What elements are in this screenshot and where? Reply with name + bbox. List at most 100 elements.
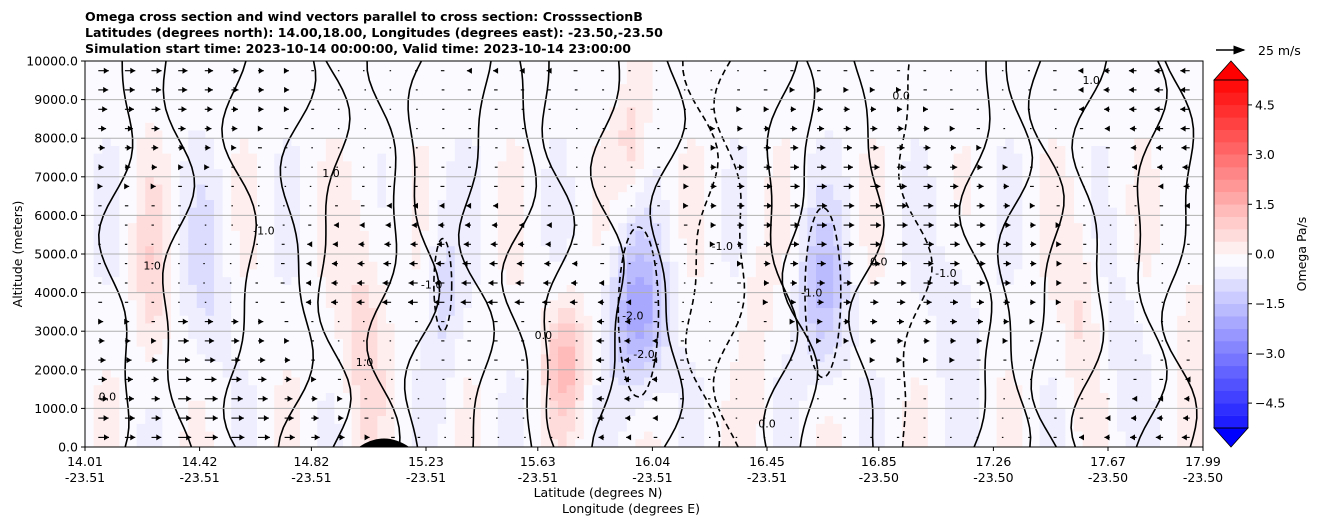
omega-cell bbox=[867, 84, 877, 93]
omega-cell bbox=[248, 169, 258, 178]
omega-cell bbox=[334, 346, 344, 355]
omega-cell bbox=[730, 169, 739, 178]
omega-cell bbox=[463, 431, 473, 440]
omega-cell bbox=[420, 61, 430, 70]
omega-cell bbox=[790, 362, 800, 371]
omega-cell bbox=[558, 277, 567, 286]
omega-cell bbox=[927, 431, 937, 440]
omega-cell bbox=[592, 261, 602, 270]
omega-cell bbox=[179, 161, 189, 170]
omega-cell bbox=[85, 99, 94, 108]
omega-cell bbox=[153, 331, 163, 340]
omega-cell bbox=[222, 246, 232, 255]
omega-cell bbox=[153, 323, 163, 332]
omega-cell bbox=[136, 346, 146, 355]
omega-cell bbox=[239, 145, 249, 155]
omega-cell bbox=[102, 169, 112, 178]
omega-cell bbox=[635, 169, 645, 178]
omega-cell bbox=[902, 223, 911, 232]
omega-cell bbox=[841, 192, 851, 201]
omega-cell bbox=[540, 199, 550, 209]
omega-cell bbox=[678, 230, 688, 239]
omega-cell bbox=[738, 238, 748, 247]
omega-cell bbox=[850, 199, 860, 209]
omega-cell bbox=[773, 84, 782, 93]
omega-cell bbox=[394, 68, 404, 77]
omega-cell bbox=[816, 369, 825, 378]
omega-cell bbox=[325, 323, 335, 332]
omega-cell bbox=[171, 369, 180, 378]
omega-cell bbox=[420, 284, 430, 293]
omega-cell bbox=[153, 354, 163, 363]
omega-cell bbox=[403, 122, 413, 131]
omega-cell bbox=[162, 68, 172, 77]
omega-cell bbox=[927, 284, 937, 293]
omega-cell bbox=[360, 408, 370, 417]
omega-cell bbox=[274, 331, 284, 340]
omega-cell bbox=[704, 431, 714, 440]
omega-cell bbox=[558, 145, 567, 155]
omega-cell bbox=[781, 223, 791, 232]
omega-cell bbox=[910, 76, 920, 85]
omega-cell bbox=[583, 99, 593, 108]
omega-cell bbox=[583, 238, 593, 247]
omega-cell bbox=[102, 184, 112, 193]
omega-cell bbox=[575, 354, 585, 363]
omega-cell bbox=[437, 84, 447, 93]
omega-cell bbox=[549, 369, 559, 378]
omega-cell bbox=[618, 323, 628, 332]
omega-cell bbox=[325, 400, 335, 409]
omega-cell bbox=[188, 199, 198, 209]
omega-cell bbox=[136, 145, 146, 155]
omega-cell bbox=[721, 308, 731, 317]
omega-cell bbox=[816, 300, 825, 309]
omega-cell bbox=[85, 400, 94, 409]
omega-cell bbox=[368, 99, 378, 108]
omega-cell bbox=[549, 84, 559, 93]
omega-cell bbox=[497, 184, 507, 193]
omega-cell bbox=[222, 169, 232, 178]
omega-cell bbox=[257, 61, 266, 70]
omega-cell bbox=[205, 223, 215, 232]
omega-cell bbox=[764, 354, 774, 363]
omega-cell bbox=[695, 431, 705, 440]
omega-cell bbox=[902, 169, 911, 178]
omega-cell bbox=[403, 84, 413, 93]
omega-cell bbox=[291, 354, 301, 363]
omega-cell bbox=[102, 362, 112, 371]
omega-cell bbox=[437, 138, 447, 147]
omega-cell bbox=[231, 184, 241, 193]
omega-cell bbox=[128, 199, 137, 209]
omega-cell bbox=[231, 369, 241, 378]
omega-cell bbox=[841, 439, 851, 447]
omega-cell bbox=[334, 315, 344, 324]
omega-cell bbox=[566, 122, 576, 131]
omega-cell bbox=[145, 176, 155, 185]
omega-cell bbox=[196, 130, 206, 139]
omega-cell bbox=[850, 215, 860, 224]
omega-cell bbox=[93, 169, 103, 178]
omega-cell bbox=[566, 315, 576, 324]
omega-cell bbox=[730, 115, 739, 124]
omega-cell bbox=[136, 385, 146, 394]
omega-cell bbox=[592, 169, 602, 178]
omega-cell bbox=[695, 84, 705, 93]
omega-cell bbox=[583, 439, 593, 447]
omega-cell bbox=[472, 423, 481, 432]
omega-cell bbox=[566, 130, 576, 139]
omega-cell bbox=[609, 184, 619, 193]
omega-cell bbox=[472, 323, 481, 332]
omega-cell bbox=[334, 385, 344, 394]
omega-cell bbox=[833, 385, 843, 394]
omega-cell bbox=[506, 385, 516, 394]
omega-cell bbox=[609, 84, 619, 93]
omega-cell bbox=[179, 261, 189, 270]
omega-cell bbox=[687, 230, 696, 239]
omega-cell bbox=[497, 169, 507, 178]
omega-cell bbox=[798, 130, 808, 139]
omega-cell bbox=[816, 192, 825, 201]
omega-cell bbox=[196, 431, 206, 440]
omega-cell bbox=[910, 161, 920, 170]
omega-cell bbox=[119, 338, 129, 348]
omega-cell bbox=[360, 184, 370, 193]
